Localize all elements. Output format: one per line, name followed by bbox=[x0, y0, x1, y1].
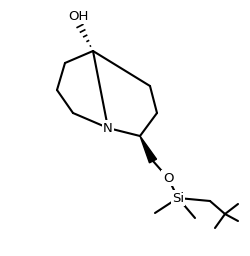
Text: O: O bbox=[163, 172, 173, 185]
Text: Si: Si bbox=[172, 191, 184, 205]
Text: OH: OH bbox=[68, 9, 88, 23]
Polygon shape bbox=[140, 136, 156, 163]
Text: N: N bbox=[103, 122, 113, 134]
